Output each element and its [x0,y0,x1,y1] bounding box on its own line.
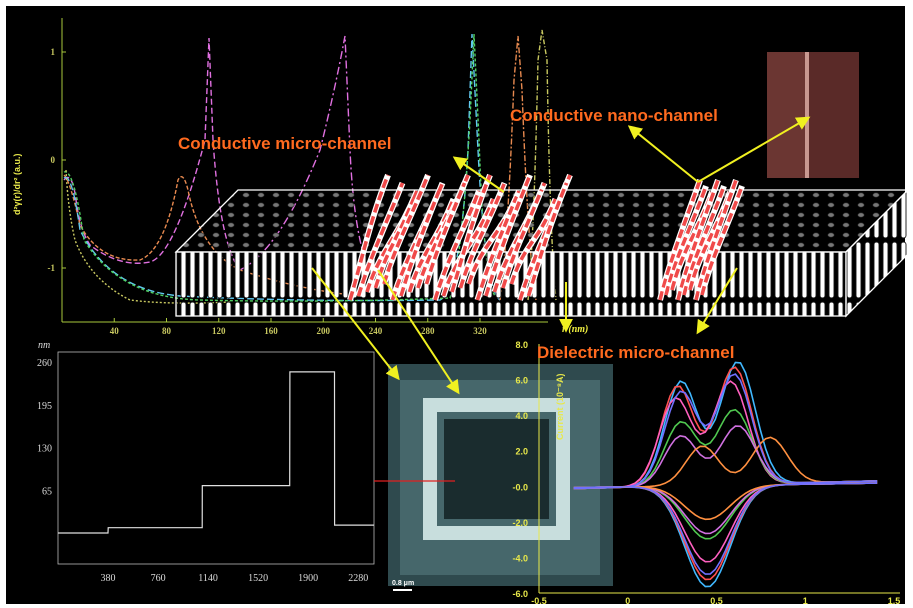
top-chart-series-1 [63,37,241,271]
fiber [348,174,390,301]
cv-chart: Current (10⁻⁸A) -0.5 0 0.5 1 1.5 8.0 6.0 4.0 2.0… [512,340,900,606]
nano-channel-line [805,52,809,178]
height-y-tick-label: 65 [42,486,52,497]
cv-y-tick-label: 4.0 [515,411,528,421]
top-x-tick-label: 40 [110,326,120,336]
height-x-tick-label: 2280 [348,573,368,584]
cv-series-3 [573,380,878,563]
scale-bar-label: 0.8 μm [392,580,414,587]
micro-channel-fibers [347,173,573,301]
fiber-outline [406,197,457,293]
arrow-micro-to-square-2 [311,267,400,381]
top-x-tick-label: 320 [473,326,487,336]
cv-y-tick-label: -4.0 [512,553,528,563]
fiber [433,190,481,301]
nano-channel-fibers [657,179,745,301]
arrow-nano-to-image [697,116,811,183]
height-profile-line [58,371,374,534]
fiber [475,198,518,301]
fiber [526,182,569,297]
fiber [450,174,492,293]
fiber [458,182,507,289]
fiber [399,190,441,297]
top-chart-x-label: r (nm) [562,324,588,335]
fiber [356,182,405,297]
fiber [664,185,708,296]
top-chart-series-8 [65,169,231,304]
cv-x-tick-label: -0.5 [531,596,547,606]
height-x-tick-label: 1900 [298,573,318,584]
fiber [676,179,720,301]
top-x-tick-label: 200 [317,326,331,336]
cv-x-tick-label: 1.5 [888,596,901,606]
top-x-tick-label: 80 [162,326,172,336]
cv-series-2 [573,366,878,581]
top-x-tick-label: 160 [264,326,278,336]
label-conductive-micro-channel: Conductive micro-channel [178,134,391,153]
cv-series-group [573,361,878,588]
top-x-tick-label: 240 [369,326,383,336]
square-channel-ring [423,398,570,540]
top-x-tick-label: 120 [212,326,226,336]
arrow-micro-a [452,156,505,193]
fiber [509,198,558,285]
height-profile-y-unit: nm [38,340,50,351]
height-profile-ticks: 380 760 1140 1520 1900 2280 260 195 130 65 [37,358,368,584]
cv-y-tick-label: -2.0 [512,518,528,528]
cv-series-5 [573,425,878,535]
height-y-tick-label: 195 [37,401,52,412]
fiber [484,174,532,297]
callout-arrows [311,116,811,395]
fiber-outline [500,189,544,289]
top-chart-ticks: 40 80 120 160 200 240 280 320 1 0 -1 [48,47,488,336]
cv-y-tick-label: 2.0 [515,447,528,457]
top-y-tick-label: -1 [48,263,56,273]
top-y-tick-label: 0 [51,155,56,165]
top-chart-y-label: d²γ(r)/dr² (a.u.) [12,154,22,216]
fiber [694,179,738,301]
cv-x-tick-label: 0.5 [710,596,723,606]
height-x-tick-label: 380 [101,573,116,584]
fiber [658,179,702,301]
fiber [382,174,430,285]
height-profile-chart: nm 380 760 1140 1520 1900 2280 260 195 130 65 [37,340,375,584]
cv-series-7 [573,373,878,575]
label-conductive-nano-channel: Conductive nano-channel [510,106,718,125]
cv-y-tick-label: -6.0 [512,589,528,599]
label-dielectric-micro-channel: Dielectric micro-channel [537,343,734,362]
arrow-nano-to-label [627,125,699,183]
cv-y-tick-label: 6.0 [515,376,528,386]
cv-x-tick-label: 1 [803,596,808,606]
height-x-tick-label: 1520 [248,573,268,584]
cv-x-tick-label: 0 [625,596,630,606]
arrow-micro-to-square [377,269,460,395]
cv-ticks: -0.5 0 0.5 1 1.5 8.0 6.0 4.0 2.0 -0.0 -2.0 -4.0 -6.0 [512,340,900,606]
height-y-tick-label: 130 [37,444,52,455]
height-profile-frame [57,351,375,565]
cv-series-6 [573,436,878,521]
height-x-tick-label: 1140 [198,573,218,584]
arrow-dielectric-down-2 [696,267,738,335]
cv-y-tick-label: 8.0 [515,340,528,350]
top-y-tick-label: 1 [51,47,56,57]
height-x-tick-label: 760 [151,573,166,584]
dielectric-channel-micrograph: 0.8 μm [374,364,613,591]
nano-channel-micrograph [767,52,859,178]
channel-block [174,173,910,318]
fiber [682,185,726,296]
fiber [424,182,467,285]
block-side-face [845,188,909,318]
cv-y-label: Current (10⁻⁸A) [555,373,565,440]
top-x-tick-label: 280 [421,326,435,336]
height-y-tick-label: 260 [37,358,52,369]
cv-y-tick-label: -0.0 [512,482,528,492]
fiber [373,198,416,289]
fiber [700,185,744,296]
